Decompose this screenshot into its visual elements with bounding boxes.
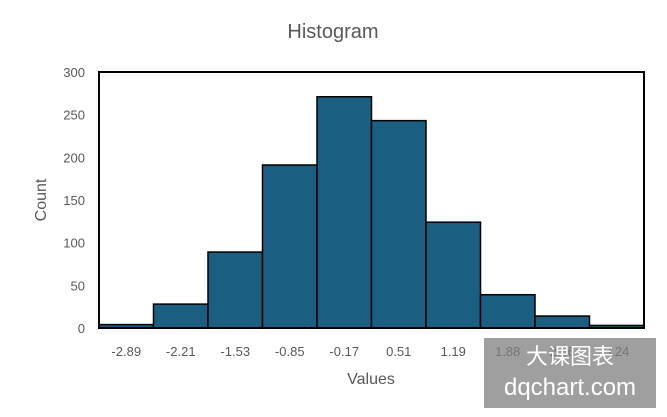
bar-3 [261,164,318,329]
bar-6 [425,221,482,329]
x-tick-label-2: -1.53 [220,344,250,359]
watermark-box [484,338,656,408]
chart-title: Histogram [287,21,378,43]
x-tick-label-0: -2.89 [111,344,141,359]
watermark-line2: dqchart.com [504,374,636,401]
watermark-line1: 大课图表 [526,344,614,369]
bar-5 [370,119,427,329]
y-tick-label-0: 0 [78,321,85,336]
y-tick-label-4: 200 [63,150,85,165]
bar-8 [534,315,591,329]
y-tick-label-5: 250 [63,108,85,123]
y-tick-label-3: 150 [63,193,85,208]
bar-7 [479,293,536,329]
x-axis-label: Values [347,371,395,388]
x-tick-label-4: -0.17 [329,344,359,359]
y-axis-label: Count [33,178,50,221]
y-tick-label-2: 100 [63,236,85,251]
watermark: 大课图表 dqchart.com [484,338,656,408]
y-tick-label-1: 50 [71,278,85,293]
y-ticks: 0 50 100 150 200 250 300 [63,65,85,336]
bar-2 [207,251,264,329]
x-tick-label-6: 1.19 [441,344,466,359]
bars-group [98,95,645,329]
y-tick-label-6: 300 [63,65,85,80]
x-tick-label-5: 0.51 [386,344,411,359]
bar-1 [152,303,209,329]
bar-4 [316,95,373,329]
plot-frame [98,71,645,329]
x-tick-label-1: -2.21 [166,344,196,359]
x-tick-label-3: -0.85 [275,344,305,359]
